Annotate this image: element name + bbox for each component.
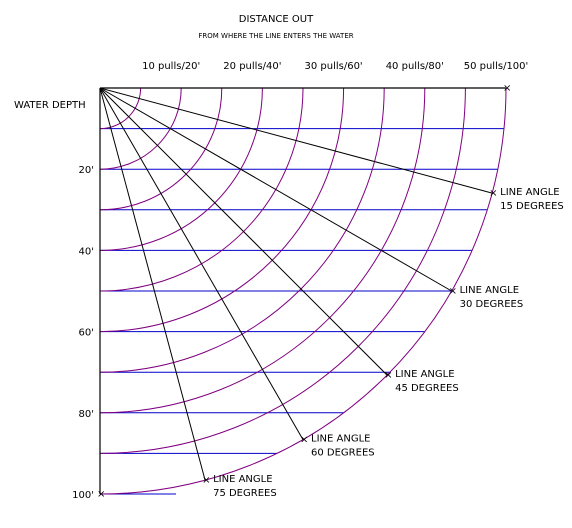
- angle-label-30-line1: LINE ANGLE: [460, 285, 519, 296]
- depth-grid-lines: [100, 128, 504, 495]
- diagram-title: DISTANCE OUT: [239, 14, 314, 25]
- angle-end-marker: ×: [384, 370, 392, 381]
- angle-end-marker: ×: [300, 435, 308, 446]
- distance-tick-label: 40 pulls/80': [386, 61, 444, 72]
- depth-tick-label: 40': [79, 246, 94, 257]
- angle-end-marker: ×: [202, 475, 210, 486]
- depth-tick-label: 20': [79, 165, 94, 176]
- angle-line-15: [99, 87, 493, 194]
- depth-tick-labels: 20' 40' 60' 80' 100': [72, 165, 94, 501]
- angle-line-45: [99, 87, 388, 376]
- angle-label-45-line2: 45 DEGREES: [395, 383, 459, 394]
- angle-label-75-line1: LINE ANGLE: [213, 474, 272, 485]
- distance-tick-labels: 10 pulls/20' 20 pulls/40' 30 pulls/60' 40 p…: [142, 61, 528, 72]
- angle-lines: × × × × ×: [99, 87, 498, 486]
- distance-tick-label: 10 pulls/20': [142, 61, 200, 72]
- angle-label-60-line2: 60 DEGREES: [311, 448, 375, 459]
- angle-label-15-line2: 15 DEGREES: [500, 201, 564, 212]
- angle-label-30-line2: 30 DEGREES: [460, 299, 524, 310]
- axes: ××: [97, 83, 511, 500]
- axis-end-marker: ×: [503, 83, 511, 94]
- axis-end-marker: ×: [97, 489, 105, 500]
- angle-label-15-line1: LINE ANGLE: [500, 187, 559, 198]
- angle-label-75-line2: 75 DEGREES: [213, 488, 277, 499]
- angle-line-60: [99, 87, 304, 440]
- angle-label-60-line1: LINE ANGLE: [311, 434, 370, 445]
- distance-tick-label: 30 pulls/60': [304, 61, 362, 72]
- depth-tick-label: 60': [79, 328, 94, 339]
- distance-tick-label: 20 pulls/40': [223, 61, 281, 72]
- depth-tick-label: 100': [72, 490, 94, 501]
- diagram-subtitle: FROM WHERE THE LINE ENTERS THE WATER: [198, 32, 353, 40]
- angle-line-75: [99, 87, 206, 481]
- depth-tick-label: 80': [79, 409, 94, 420]
- angle-labels: LINE ANGLE 15 DEGREES LINE ANGLE 30 DEGREES…: [213, 187, 564, 499]
- water-depth-label: WATER DEPTH: [14, 100, 86, 111]
- angle-end-marker: ×: [449, 286, 457, 297]
- angle-end-marker: ×: [489, 188, 497, 199]
- distance-tick-label: 50 pulls/100': [464, 61, 529, 72]
- angle-label-45-line1: LINE ANGLE: [395, 369, 454, 380]
- angle-line-30: [99, 87, 452, 292]
